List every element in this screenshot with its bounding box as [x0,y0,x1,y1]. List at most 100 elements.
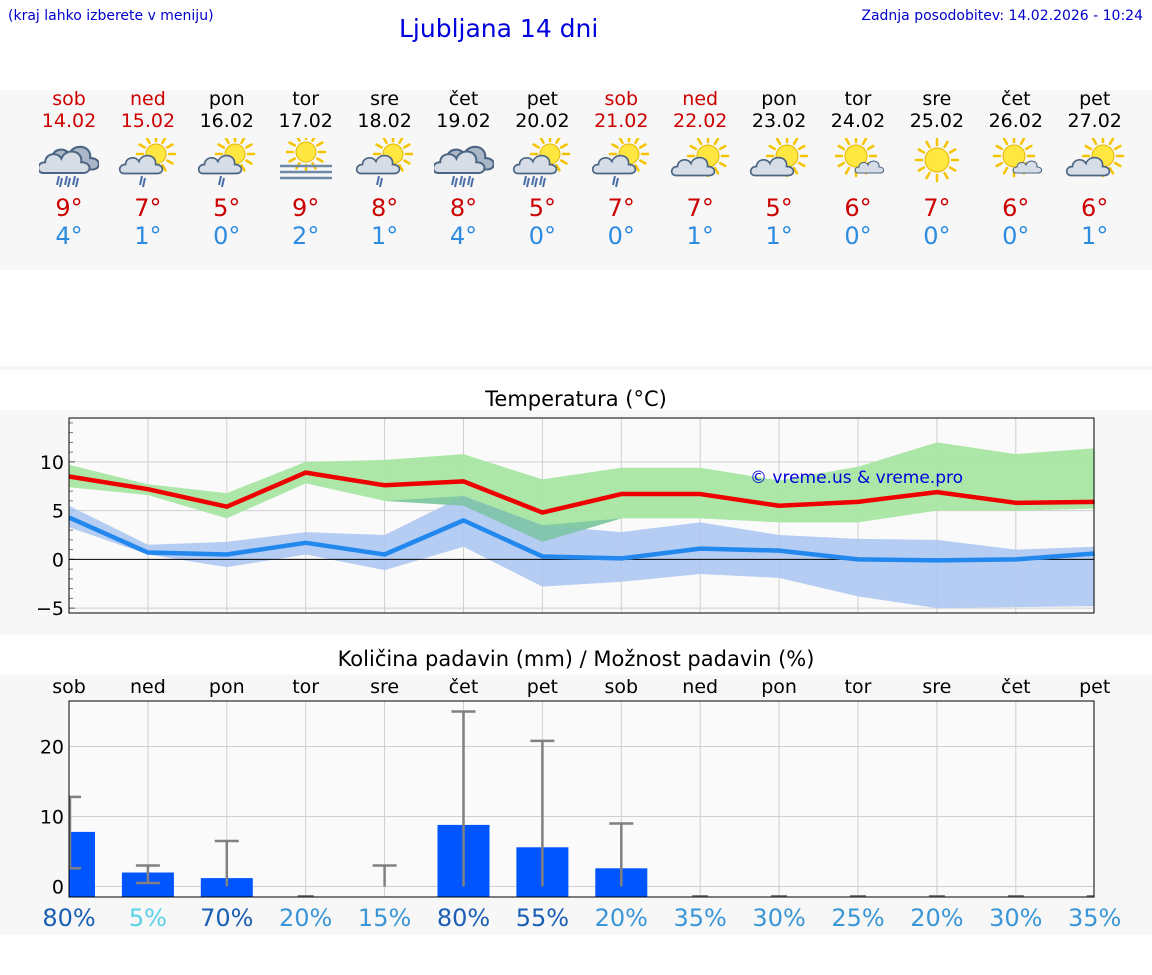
precipitation-probability: 20% [279,904,333,932]
day-date: 26.02 [988,110,1043,132]
page-title: Ljubljana 14 dni [399,14,599,43]
day-name: čet [448,88,479,110]
day-column: čet 26.02 6° 0° [976,88,1056,250]
min-temperature: 0° [213,222,241,250]
min-temperature: 1° [686,222,714,250]
min-temperature: 4° [55,222,83,250]
day-date: 23.02 [751,110,807,132]
precipitation-probability: 55% [515,904,570,932]
sun-small-cloud-icon [986,134,1046,190]
sun-cloud-icon [670,134,730,190]
min-temperature: 0° [844,222,872,250]
max-temperature: 7° [607,194,635,222]
day-name: pon [761,88,797,110]
day-name: pet [526,88,558,110]
sun-cloud-heavy-rain-icon [512,133,572,190]
day-name: sre [922,88,952,110]
sun-small-cloud-icon [828,134,888,190]
max-temperature-band [69,442,1095,542]
divider [0,366,1152,370]
plot-area [69,701,1094,897]
max-temperature: 5° [765,194,793,222]
precipitation-probability: 15% [357,904,412,932]
sun-small-cloud-icon-graphic [834,134,885,178]
day-name: tor [844,88,872,110]
y-tick-label: 10 [40,807,64,829]
day-date: 19.02 [436,110,491,132]
precipitation-probability: 35% [1068,904,1122,932]
watermark: © vreme.us & vreme.pro [750,468,964,488]
min-temperature: 0° [923,222,951,250]
max-temperature: 6° [1002,194,1030,222]
min-temperature-line [68,515,1095,563]
max-temperature: 8° [370,194,399,222]
day-name: ned [682,88,719,110]
x-tick-label: čet [1001,676,1031,698]
min-temperature: 2° [292,222,320,250]
x-tick-label: sre [922,676,952,698]
sun-fog-icon [276,131,336,190]
precipitation-bar [69,831,95,897]
day-column: sob 14.02 9° 4° [29,88,109,250]
y-tick-label: 5 [52,501,64,523]
precipitation-probability: 35% [673,904,727,932]
day-date: 17.02 [278,110,333,132]
x-tick-label: sre [370,676,400,698]
day-name: ned [129,88,166,110]
sun-cloud-rain-icon-graphic [355,133,413,188]
day-name: pon [208,88,245,110]
day-name: sob [52,88,86,110]
precipitation-probability: 30% [752,904,806,932]
cloud-heavy-rain-icon-graphic [37,145,100,188]
max-temperature: 7° [134,194,162,222]
x-tick-label: pon [761,676,797,698]
x-tick-label: pet [1079,676,1111,698]
day-date: 18.02 [357,110,412,132]
precipitation-probability: 25% [831,904,885,932]
sun-cloud-icon [749,134,809,190]
y-tick-label: 0 [52,877,64,899]
day-name: čet [1001,88,1031,110]
plot-frame [68,700,1095,898]
day-date: 14.02 [41,110,97,132]
sun-small-cloud-icon-graphic [992,134,1042,178]
day-column: tor 24.02 6° 0° [818,88,898,250]
x-tick-label: sob [52,676,86,698]
sun-icon-graphic [914,137,960,183]
x-tick-label: ned [682,676,719,698]
day-date: 16.02 [199,110,254,132]
min-temperature: 0° [528,222,557,250]
forecast-strip [0,90,1152,270]
day-column: pon 23.02 5° 1° [739,88,819,250]
day-date: 22.02 [672,110,728,132]
max-temperature: 7° [686,194,714,222]
max-temperature-line [68,470,1095,515]
precipitation-probability: 5% [128,904,167,932]
plot-frame [68,417,1095,614]
sun-cloud-icon [1065,134,1125,190]
day-date: 15.02 [120,110,176,132]
max-temperature: 6° [844,194,872,222]
sun-cloud-rain-icon-graphic [197,133,256,188]
min-temperature-band [69,496,1095,609]
sun-cloud-rain-icon-graphic [592,133,650,188]
y-tick-label: −5 [36,598,64,620]
min-temperature: 0° [607,222,635,250]
precipitation-probability: 70% [200,904,254,932]
sun-cloud-rain-icon [355,133,415,190]
day-date: 24.02 [830,110,886,132]
x-tick-label: sob [604,676,639,698]
day-column: pon 16.02 5° 0° [187,88,267,250]
day-column: pet 20.02 5° 0° [502,88,582,250]
x-tick-label: tor [844,676,872,698]
band-overlap [69,483,1095,542]
min-temperature: 1° [370,222,399,250]
sun-cloud-icon-graphic [1065,134,1124,178]
precipitation-chart-title: Količina padavin (mm) / Možnost padavin … [337,647,815,671]
max-temperature: 6° [1081,194,1109,222]
max-temperature: 7° [923,194,951,222]
sun-icon [907,137,967,190]
day-column: čet 19.02 8° 4° [424,88,504,250]
